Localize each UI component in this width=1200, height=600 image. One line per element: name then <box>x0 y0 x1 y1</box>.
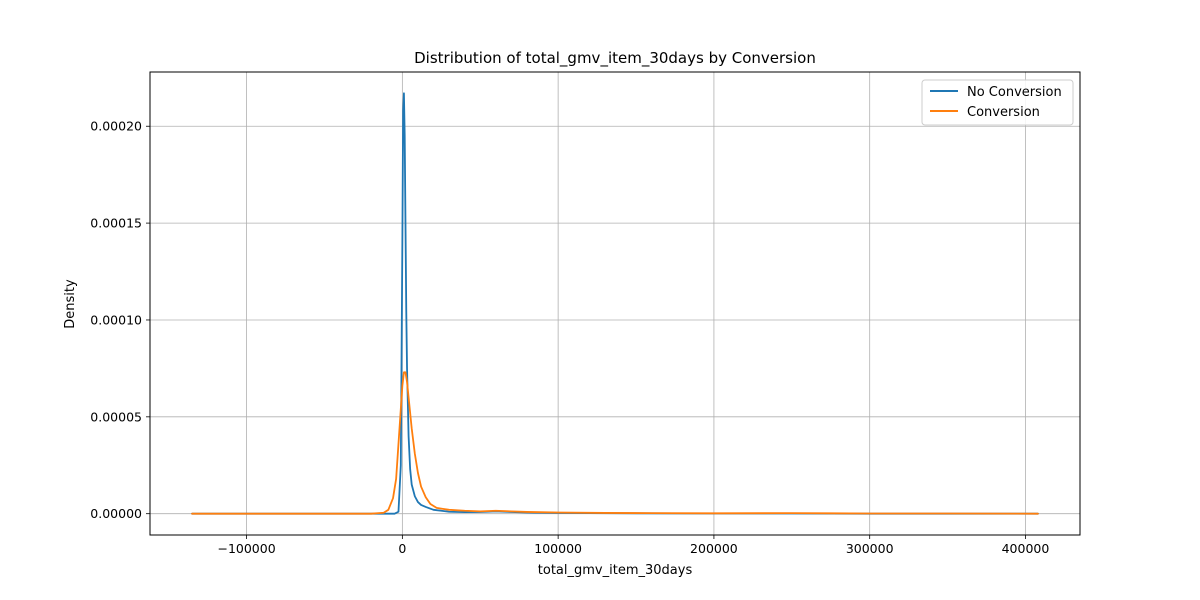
plot-frame <box>149 71 1081 536</box>
y-tick-label: 0.00000 <box>90 506 142 521</box>
x-tick-label: 100000 <box>534 541 582 556</box>
series-line-conversion <box>191 371 1039 515</box>
y-axis-ticks: 0.00000 0.00005 0.00010 0.00015 0.00020 <box>90 119 150 521</box>
x-tick-label: 400000 <box>1002 541 1050 556</box>
chart-title: Distribution of total_gmv_item_30days by… <box>414 49 816 68</box>
y-tick-label: 0.00015 <box>90 216 142 231</box>
y-axis-label: Density <box>63 279 78 329</box>
series-lines <box>191 92 1039 515</box>
legend: No Conversion Conversion <box>921 79 1074 126</box>
x-tick-label: 0 <box>398 541 406 556</box>
legend-label-conversion: Conversion <box>967 105 1040 120</box>
x-axis-label: total_gmv_item_30days <box>538 563 693 578</box>
legend-box <box>921 79 1074 126</box>
legend-label-no-conversion: No Conversion <box>967 85 1062 100</box>
x-axis-ticks: −100000 0 100000 200000 300000 400000 <box>217 535 1049 556</box>
x-tick-label: −100000 <box>217 541 275 556</box>
y-tick-label: 0.00020 <box>90 119 142 134</box>
y-tick-label: 0.00005 <box>90 409 142 424</box>
x-tick-label: 200000 <box>690 541 738 556</box>
y-tick-label: 0.00010 <box>90 312 142 327</box>
x-tick-label: 300000 <box>846 541 894 556</box>
